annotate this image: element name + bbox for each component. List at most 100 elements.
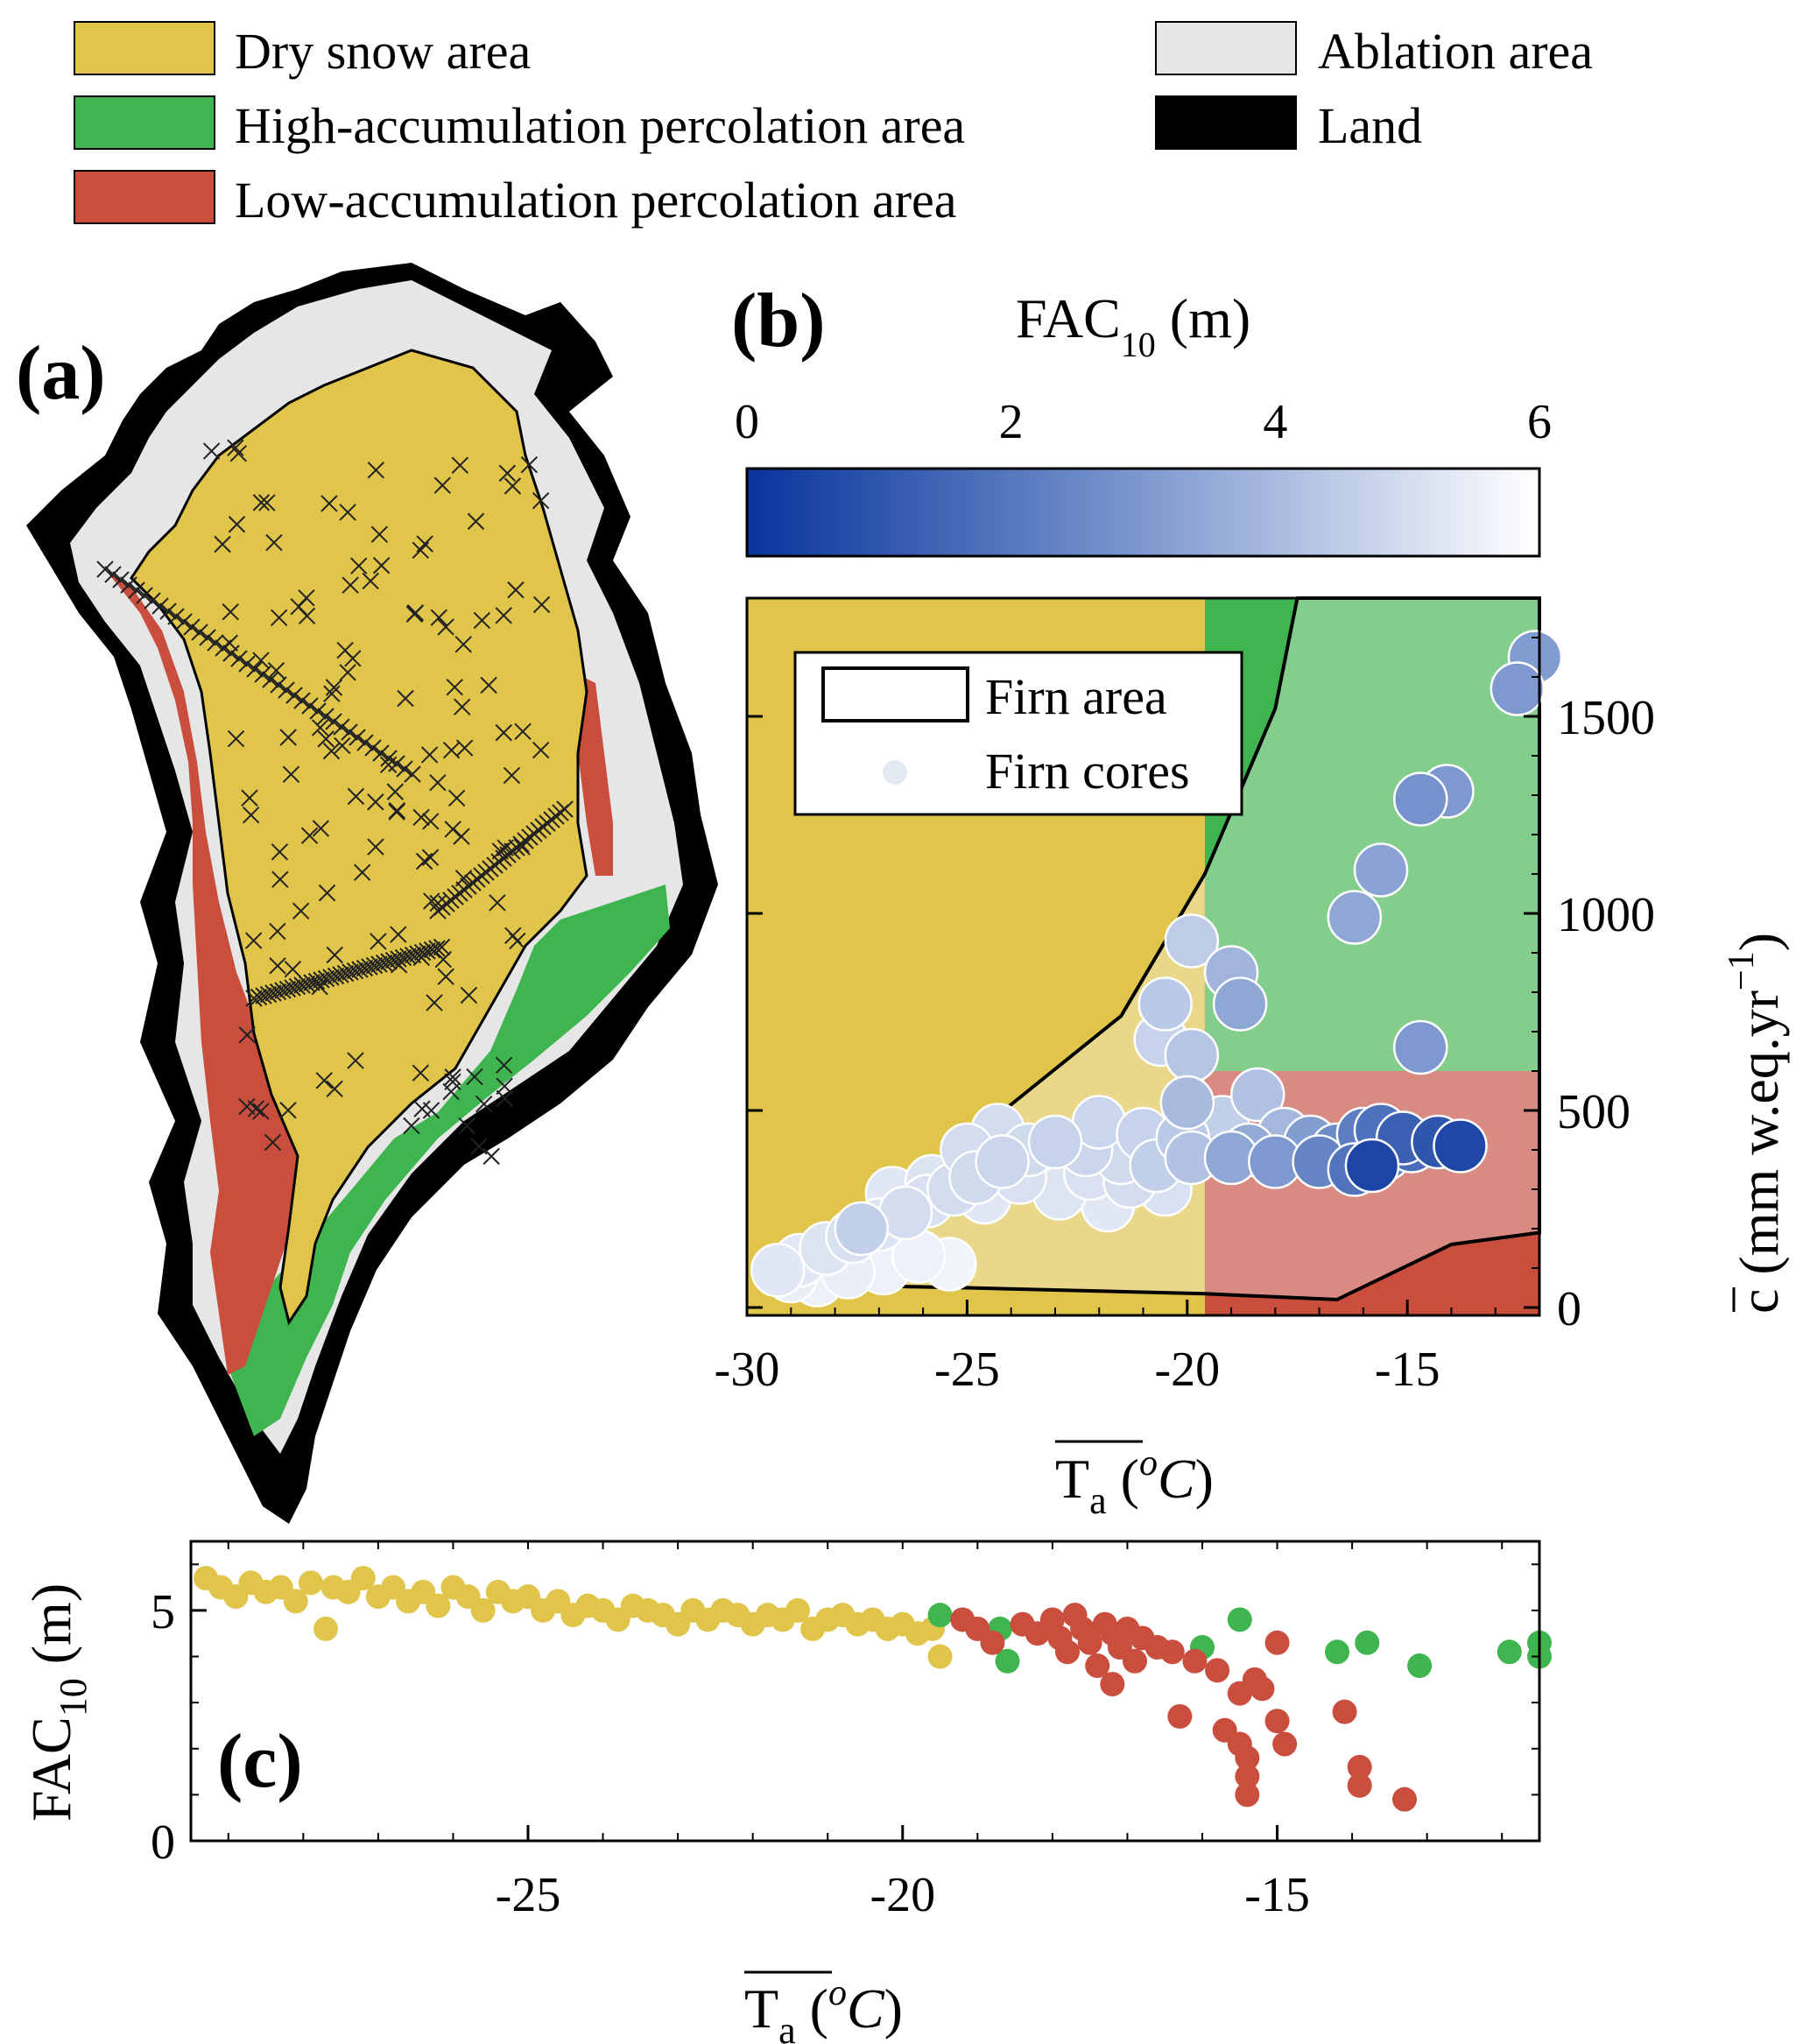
panel-c-ytick-label: 5 xyxy=(151,1585,175,1639)
core-site-marker xyxy=(334,737,351,755)
core-site-marker xyxy=(229,445,247,462)
core-site-marker xyxy=(222,645,240,662)
low-acc-point xyxy=(1347,1773,1372,1798)
core-site-marker xyxy=(372,744,390,762)
core-site-marker xyxy=(437,618,454,636)
panel-a-label: (a) xyxy=(16,331,106,416)
core-site-marker xyxy=(496,1077,513,1095)
colorbar-tick-label: 2 xyxy=(999,395,1024,449)
core-site-marker xyxy=(491,842,510,860)
core-site-marker xyxy=(264,984,282,1002)
core-site-marker xyxy=(250,988,268,1006)
legend-label-firn-area: Firn area xyxy=(985,668,1167,725)
colorbar-ticks: 0 2 4 6 xyxy=(735,395,1552,449)
core-site-marker xyxy=(282,765,300,783)
legend-marker-firn-cores xyxy=(883,760,907,785)
low-acc-point xyxy=(1347,1754,1372,1780)
core-site-marker xyxy=(412,808,430,827)
dry-snow-point xyxy=(470,1597,496,1623)
core-site-marker xyxy=(442,741,461,759)
high-acc-point xyxy=(1227,1607,1252,1632)
low-acc-point xyxy=(1077,1630,1102,1655)
core-site-marker xyxy=(307,972,326,990)
map-dry-snow xyxy=(130,349,588,1326)
panel-b-xtick-label: -25 xyxy=(934,1343,1000,1397)
panel-b-xlabel: Ta (oC) xyxy=(1055,1443,1214,1522)
core-site-marker xyxy=(437,968,454,985)
core-site-marker xyxy=(349,729,366,746)
low-acc-point xyxy=(1272,1731,1298,1757)
core-site-marker xyxy=(252,652,270,669)
core-site-marker xyxy=(495,607,512,624)
panel-b-ylabel-exp: −1 xyxy=(1722,951,1762,990)
colorbar-tick-label: 4 xyxy=(1263,395,1287,449)
core-site-marker xyxy=(454,870,473,887)
core-site-marker xyxy=(317,708,335,725)
core-site-marker xyxy=(466,1068,483,1086)
core-site-marker xyxy=(480,676,497,694)
core-site-marker xyxy=(312,820,330,837)
colorbar-title: FAC10 (m) xyxy=(1016,287,1250,364)
high-acc-point xyxy=(1355,1630,1380,1655)
panel-b-xtick-label: -30 xyxy=(715,1343,780,1397)
legend-label-low-acc: Low-accumulation percolation area xyxy=(235,172,957,229)
panel-c-xtick-label: -15 xyxy=(1244,1868,1310,1922)
firn-core-point xyxy=(1433,1118,1488,1174)
core-site-marker xyxy=(258,494,276,511)
core-site-marker xyxy=(317,730,335,748)
core-site-marker xyxy=(326,946,343,964)
core-site-marker xyxy=(406,604,425,622)
core-site-marker xyxy=(447,789,466,807)
core-site-marker xyxy=(342,576,359,594)
core-site-marker xyxy=(270,676,287,694)
core-site-marker xyxy=(504,477,522,495)
dry-snow-point xyxy=(426,1593,451,1618)
firn-core-point xyxy=(750,1243,806,1298)
core-site-marker xyxy=(262,671,279,688)
core-site-marker xyxy=(339,504,356,521)
panel-b-ytick-label: 500 xyxy=(1557,1085,1630,1139)
core-site-marker xyxy=(252,494,271,511)
core-site-marker xyxy=(120,576,137,594)
panel-c-frame xyxy=(189,1540,1541,1843)
core-site-marker xyxy=(473,611,491,630)
map-core-site-markers xyxy=(96,439,574,1166)
panel-b: (b) FAC10 (m) 0 2 4 6 0 500 1000 1500 -30 -25 -20… xyxy=(715,278,1790,1522)
core-site-marker xyxy=(386,783,405,800)
low-acc-point xyxy=(1055,1639,1080,1665)
core-site-marker xyxy=(351,961,369,978)
panel-b-ylabel-close: ) xyxy=(1728,933,1790,951)
core-site-marker xyxy=(254,666,271,683)
firn-core-point xyxy=(1212,976,1268,1032)
core-site-marker xyxy=(444,1073,461,1090)
core-site-marker xyxy=(421,849,440,866)
panel-c-ylabel: FAC10 (m) xyxy=(20,1583,95,1822)
core-site-marker xyxy=(370,955,388,973)
core-site-marker xyxy=(311,719,329,737)
core-site-marker xyxy=(364,739,382,757)
low-acc-point xyxy=(1264,1630,1290,1655)
core-site-marker xyxy=(497,839,514,856)
core-site-marker xyxy=(429,894,447,913)
core-site-marker xyxy=(238,1026,256,1044)
core-site-marker xyxy=(279,1102,297,1119)
core-site-marker xyxy=(339,664,356,681)
colorbar-title-unit: (m) xyxy=(1156,287,1250,349)
core-site-marker xyxy=(278,681,295,699)
core-site-marker xyxy=(199,629,216,646)
map-low-acc xyxy=(105,569,315,1375)
core-site-marker xyxy=(426,994,443,1011)
panel-b-label: (b) xyxy=(731,278,826,363)
low-acc-point xyxy=(1264,1709,1290,1734)
core-site-marker xyxy=(556,800,574,818)
low-acc-point xyxy=(1182,1648,1208,1674)
low-acc-point xyxy=(1123,1648,1147,1674)
core-site-marker xyxy=(444,1068,461,1086)
core-site-marker xyxy=(416,535,433,553)
core-site-marker xyxy=(284,960,302,978)
dry-snow-point xyxy=(313,1616,338,1641)
core-site-marker xyxy=(495,1056,513,1075)
core-site-marker xyxy=(413,943,432,962)
high-acc-point xyxy=(1325,1639,1349,1665)
